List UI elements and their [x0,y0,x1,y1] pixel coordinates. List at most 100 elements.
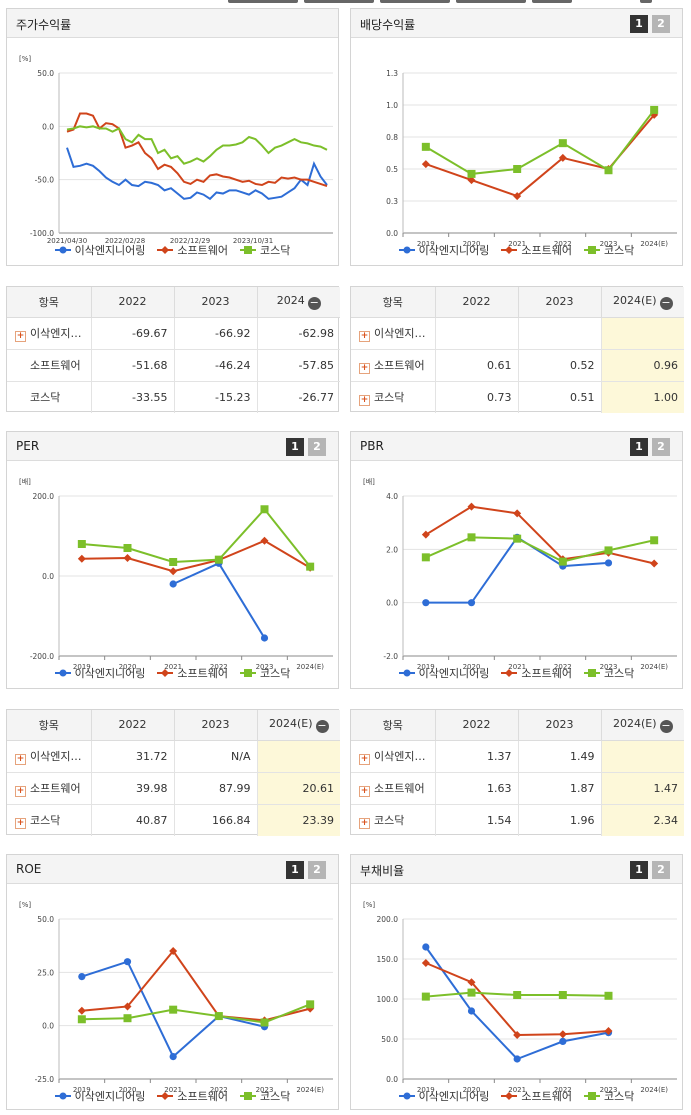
x-tick-label: 2019 [73,663,91,671]
series-2 [421,533,659,566]
table-cell: 166.84 [173,803,257,836]
collapse-icon[interactable]: − [315,718,329,733]
table-cell: 1.87 [517,771,601,804]
x-tick-label: 2019 [417,1086,435,1094]
panel-header: 부채비율 1 2 [351,855,682,884]
table-cell: N/A [173,739,257,772]
data-point [123,554,132,562]
top-edge [0,0,691,6]
y-tick-label: 50.0 [381,1035,398,1044]
legend-item[interactable]: 이삭엔지니어링 [398,1088,489,1104]
column-header: 항목 [7,287,91,318]
row-label: + 이삭엔지… [351,316,435,349]
data-point [513,165,522,173]
y-tick-label: 25.0 [37,968,54,977]
legend-item[interactable]: 소프트웨어 [501,242,572,258]
legend-item[interactable]: 코스닥 [240,1088,290,1104]
table-cell: 1.63 [434,771,518,804]
row-label: + 코스닥 [351,380,435,413]
panel-title: 부채비율 [360,864,405,878]
legend-item[interactable]: 소프트웨어 [501,1088,572,1104]
x-tick-label: 2023 [600,663,618,671]
table-cell: 0.96 [600,348,684,381]
collapse-icon[interactable]: − [659,295,673,310]
table-cell [600,739,684,772]
legend-item[interactable]: 코스닥 [584,1088,634,1104]
legend-item[interactable]: 이삭엔지니어링 [54,242,146,258]
panel-title: 배당수익률 [360,18,416,32]
expand-icon[interactable]: + [359,817,370,829]
y-tick-label: -2.0 [383,652,398,661]
expand-icon[interactable]: + [359,362,370,374]
legend-item[interactable]: 소프트웨어 [157,242,228,258]
expand-icon[interactable]: + [359,394,370,406]
table-row: + 코스닥 40.87 166.84 23.39 [7,803,340,836]
legend-marker-icon [54,669,71,677]
legend-item[interactable]: 코스닥 [584,242,634,258]
column-header: 2023 [517,287,601,318]
legend-item[interactable]: 이삭엔지니어링 [398,665,489,681]
legend-item[interactable]: 소프트웨어 [157,1088,228,1104]
expand-icon[interactable]: + [15,785,26,797]
panel-title: 주가수익률 [16,18,72,32]
x-tick-label: 2024(E) [640,663,668,671]
series-line [81,507,311,568]
pbr-chart: [배] 4.0 2.0 0.0 -2.0 2019 2020 2021 2022 2023 2024… [363,477,677,671]
legend-label: 이삭엔지니어링 [74,667,146,680]
expand-icon[interactable]: + [359,753,370,765]
expand-icon[interactable]: + [359,785,370,797]
legend-label: 코스닥 [260,667,291,680]
legend-item[interactable]: 이삭엔지니어링 [398,242,489,258]
legend-item[interactable]: 소프트웨어 [157,665,228,681]
view-2-button[interactable]: 2 [652,438,670,456]
expand-icon[interactable]: + [359,330,370,342]
row-label: + 소프트웨어 [351,771,435,804]
view-2-button[interactable]: 2 [308,438,326,456]
expand-icon[interactable]: + [15,330,26,342]
legend-marker-icon [54,246,71,254]
view-2-button[interactable]: 2 [652,861,670,879]
view-1-button[interactable]: 1 [630,15,648,33]
panel-title: ROE [16,862,42,876]
table-cell: -69.67 [90,316,174,349]
data-point [77,554,86,563]
legend-item[interactable]: 소프트웨어 [501,665,572,681]
table-row: + 이삭엔지… -69.67 -66.92 -62.98 [7,316,340,349]
x-tick-label: 2024(E) [640,240,668,248]
data-point [123,1014,132,1023]
legend-marker-icon [157,669,174,677]
data-point [421,959,430,967]
chart-legend: 이삭엔지니어링 소프트웨어 코스닥 [351,665,682,681]
data-point [513,192,522,201]
data-point [467,988,476,997]
legend-item[interactable]: 이삭엔지니어링 [54,665,146,681]
data-point [169,1053,177,1061]
table-row: + 코스닥 0.73 0.51 1.00 [351,380,684,413]
table-row: + 이삭엔지… [351,316,684,349]
data-point [260,1018,269,1027]
legend-item[interactable]: 코스닥 [584,665,634,681]
view-1-button[interactable]: 1 [286,861,304,879]
view-2-button[interactable]: 2 [308,861,326,879]
collapse-icon[interactable]: − [659,718,673,733]
expand-icon[interactable]: + [15,817,26,829]
data-point [422,943,430,951]
legend-label: 이삭엔지니어링 [74,244,146,257]
table-cell [600,316,684,349]
legend-marker-icon [584,669,601,677]
view-1-button[interactable]: 1 [286,438,304,456]
x-tick-label: 2021 [164,663,182,671]
data-point [513,1031,522,1039]
legend-item[interactable]: 코스닥 [240,242,290,258]
view-1-button[interactable]: 1 [630,438,648,456]
legend-item[interactable]: 이삭엔지니어링 [54,1088,145,1104]
view-1-button[interactable]: 1 [630,861,648,879]
x-tick-label: 2020 [119,1086,137,1094]
collapse-icon[interactable]: − [307,295,321,310]
column-header: 항목 [7,710,91,741]
view-2-button[interactable]: 2 [652,15,670,33]
expand-icon[interactable]: + [15,753,26,765]
data-point [650,105,659,114]
panel-header: 배당수익률 1 2 [351,9,682,38]
legend-item[interactable]: 코스닥 [240,665,290,681]
